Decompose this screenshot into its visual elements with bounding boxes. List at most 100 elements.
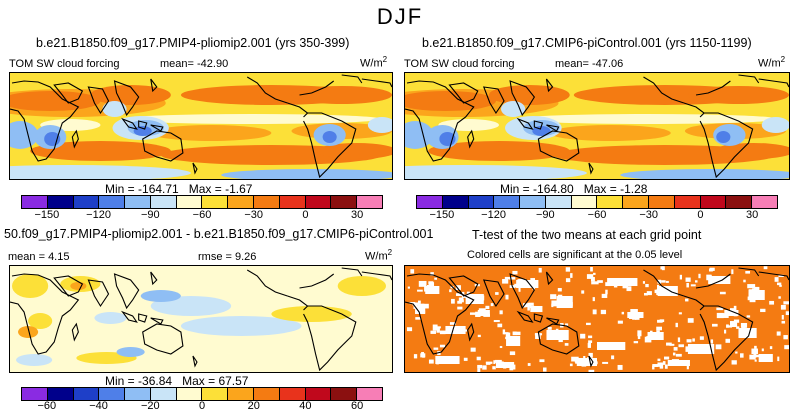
non-significant-cell [622, 285, 628, 289]
non-significant-cell [499, 345, 503, 349]
panel2-mean-label: mean= [555, 58, 589, 70]
non-significant-cell [485, 305, 490, 310]
coastline-group [10, 74, 392, 179]
non-significant-cell [646, 291, 652, 296]
non-significant-cell [439, 344, 445, 348]
colorbar-swatch [752, 196, 777, 208]
non-significant-cell [647, 332, 664, 340]
non-significant-cell [656, 326, 663, 331]
non-significant-cell [430, 272, 434, 276]
panel2-min-value: -164.80 [533, 182, 574, 196]
coastline [695, 273, 731, 289]
colorbar-swatch [176, 388, 203, 400]
non-significant-cell [716, 312, 724, 319]
non-significant-cell [477, 368, 481, 372]
colorbar-swatch [125, 388, 151, 400]
non-significant-cell [464, 329, 468, 332]
non-significant-cell [509, 367, 514, 371]
colorbar-tick-label: −60 [192, 209, 212, 221]
field-blob [271, 306, 352, 322]
coastline [683, 102, 705, 118]
non-significant-cell [421, 303, 429, 309]
colorbar-swatch [726, 196, 753, 208]
non-significant-cell [428, 359, 434, 364]
coastline [537, 130, 580, 162]
non-significant-cell [592, 309, 597, 315]
non-significant-cell [509, 351, 516, 356]
non-significant-cell [513, 336, 517, 340]
panel1-varname: TOM SW cloud forcing [9, 58, 120, 70]
field-blob [549, 125, 671, 141]
non-significant-cell [726, 325, 732, 328]
coastline [138, 313, 148, 323]
non-significant-cell [497, 323, 503, 328]
panel1-colorbar [21, 195, 383, 209]
non-significant-cell [547, 326, 552, 330]
coastline [516, 310, 534, 323]
non-significant-cell [645, 283, 649, 288]
colorbar-swatch [279, 388, 306, 400]
coastline [120, 117, 138, 130]
non-significant-cell [760, 308, 766, 313]
colorbar-tick-label: 40 [299, 400, 312, 412]
coastline [509, 80, 536, 117]
field-blob [687, 86, 789, 104]
map-svg [405, 73, 789, 179]
non-significant-cell [424, 286, 427, 292]
non-significant-cell [558, 336, 563, 343]
non-significant-cell [608, 281, 616, 285]
non-significant-cell [657, 279, 662, 284]
non-significant-cell [597, 280, 603, 283]
non-significant-cell [415, 308, 421, 314]
colorbar-tick-label: −40 [89, 400, 108, 412]
non-significant-cell [729, 308, 737, 314]
non-significant-cell [493, 319, 500, 323]
coastline [71, 322, 79, 342]
non-significant-cell [665, 280, 669, 283]
season-title: DJF [376, 4, 424, 29]
coastline [341, 267, 363, 277]
non-significant-cell [615, 343, 620, 347]
colorbar-tick-label: −120 [86, 209, 111, 221]
non-significant-cell [550, 294, 557, 300]
non-significant-cell [709, 275, 712, 281]
panel3-min-label: Min = [105, 374, 135, 388]
non-significant-cell [470, 312, 479, 315]
non-significant-cell [435, 356, 460, 364]
panel3-colorbar-ticks: −60 −40 −20 0 20 40 60 [21, 400, 383, 413]
coastline [758, 78, 789, 88]
coastline [588, 355, 594, 368]
coastline [246, 269, 288, 297]
non-significant-cell [588, 335, 593, 339]
non-significant-cell [741, 326, 746, 332]
non-significant-cell [483, 312, 490, 317]
colorbar-swatch [417, 196, 443, 208]
colorbar-tick-label: 0 [302, 209, 309, 221]
non-significant-cell [637, 330, 642, 337]
non-significant-cell [652, 364, 659, 368]
panel1-units-base: W/m [360, 57, 383, 70]
panel2-mean-value: -47.06 [592, 58, 624, 70]
colorbar-swatch [99, 388, 126, 400]
non-significant-cell [412, 302, 416, 306]
coastline [303, 305, 357, 372]
colorbar-swatch [305, 388, 332, 400]
colorbar-swatch [571, 196, 598, 208]
panel4-map [404, 265, 790, 373]
field-blob [620, 169, 789, 179]
non-significant-cell [518, 287, 521, 292]
colorbar-tick-label: −150 [429, 209, 455, 221]
non-significant-cell [629, 314, 637, 319]
non-significant-cell [778, 296, 781, 299]
coastline [71, 129, 79, 149]
non-significant-cell [743, 330, 746, 335]
panel1-max-label: Max = [188, 182, 222, 196]
non-significant-cell [476, 356, 481, 361]
panel2-max-label: Max = [583, 182, 617, 196]
non-significant-cell [664, 364, 668, 369]
non-significant-cell [499, 310, 503, 315]
non-significant-cell [657, 286, 678, 296]
non-significant-cell [743, 279, 746, 283]
non-significant-cell [601, 293, 608, 298]
colorbar-swatch [520, 196, 546, 208]
